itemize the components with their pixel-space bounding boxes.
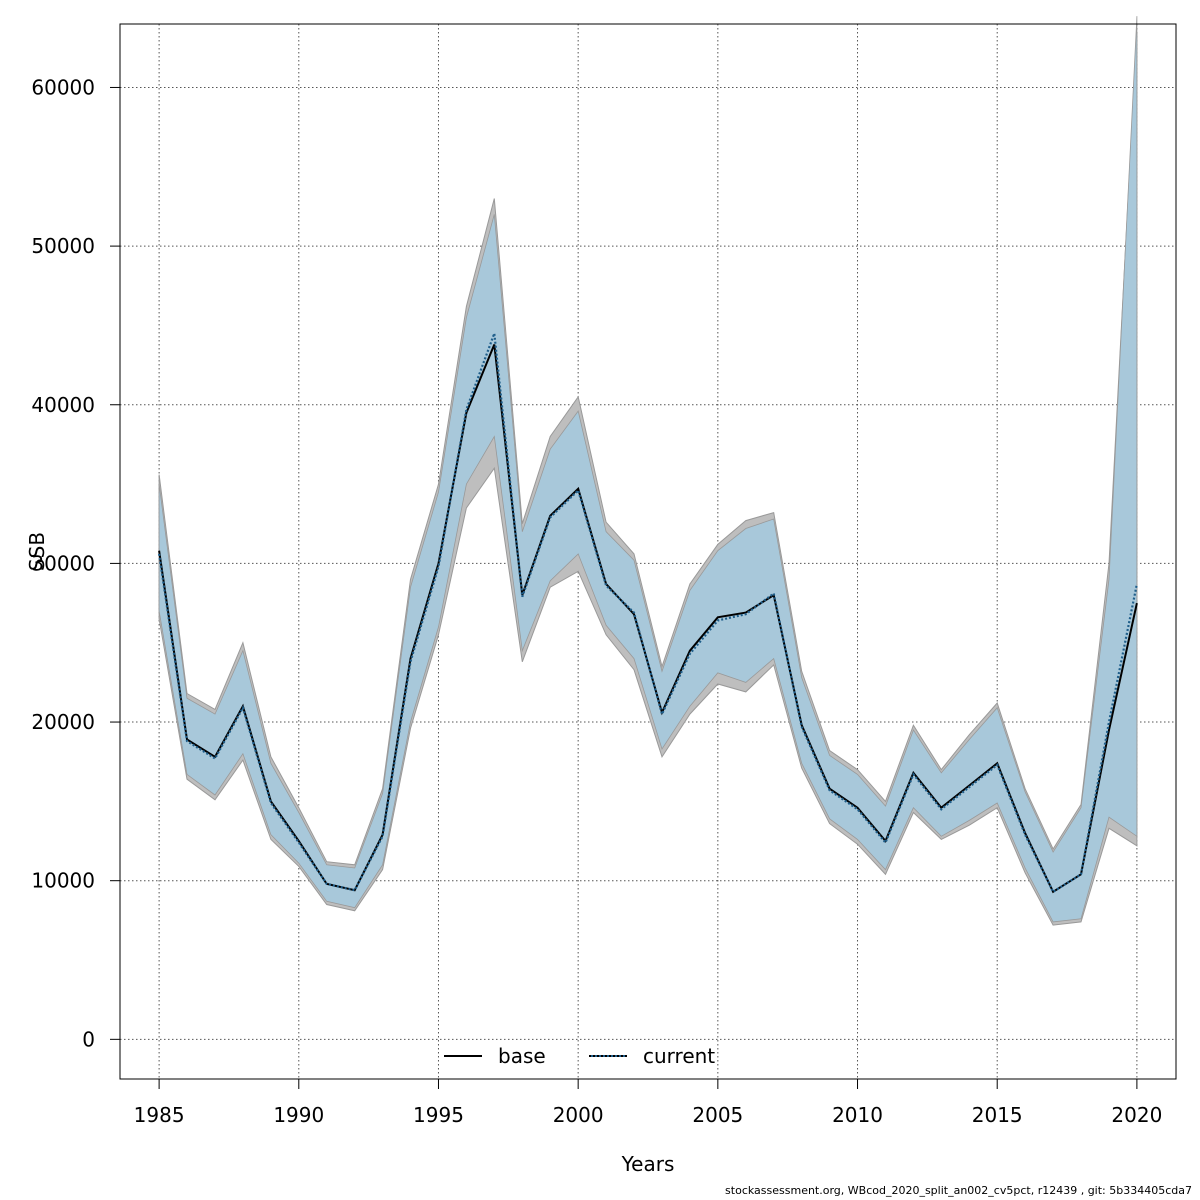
y-tick-label-40000: 40000 xyxy=(31,393,95,417)
y-tick-label-30000: 30000 xyxy=(31,551,95,575)
y-tick-label-60000: 60000 xyxy=(31,75,95,99)
x-tick-label-2020: 2020 xyxy=(1111,1103,1162,1127)
grid-lines xyxy=(120,24,1176,1079)
x-tick-label-2010: 2010 xyxy=(832,1103,883,1127)
x-tick-label-2015: 2015 xyxy=(972,1103,1023,1127)
line-current xyxy=(158,333,1138,894)
y-axis: 0 10000 20000 30000 40000 50000 60000 xyxy=(31,75,121,1051)
y-tick-label-0: 0 xyxy=(82,1027,95,1051)
y-tick-label-20000: 20000 xyxy=(31,710,95,734)
y-axis-title: SSB xyxy=(25,532,49,571)
x-axis-title: Years xyxy=(621,1152,675,1176)
legend-base-label: base xyxy=(498,1044,546,1068)
x-tick-label-1995: 1995 xyxy=(413,1103,464,1127)
confidence-bands xyxy=(158,16,1138,926)
x-tick-label-1990: 1990 xyxy=(273,1103,324,1127)
x-axis: 1985 1990 1995 2000 2005 2010 2015 2020 xyxy=(134,1078,1162,1127)
x-tick-label-2005: 2005 xyxy=(692,1103,743,1127)
y-tick-label-50000: 50000 xyxy=(31,234,95,258)
footer-credit: stockassessment.org, WBcod_2020_split_an… xyxy=(725,1184,1192,1197)
legend-current-label: current xyxy=(643,1044,715,1068)
legend: base current xyxy=(444,1044,715,1068)
series-lines xyxy=(158,333,1138,894)
plot-frame xyxy=(119,23,1177,1080)
x-tick-label-2000: 2000 xyxy=(553,1103,604,1127)
x-tick-label-1985: 1985 xyxy=(134,1103,185,1127)
band-current xyxy=(158,16,1138,923)
y-tick-label-10000: 10000 xyxy=(31,869,95,893)
